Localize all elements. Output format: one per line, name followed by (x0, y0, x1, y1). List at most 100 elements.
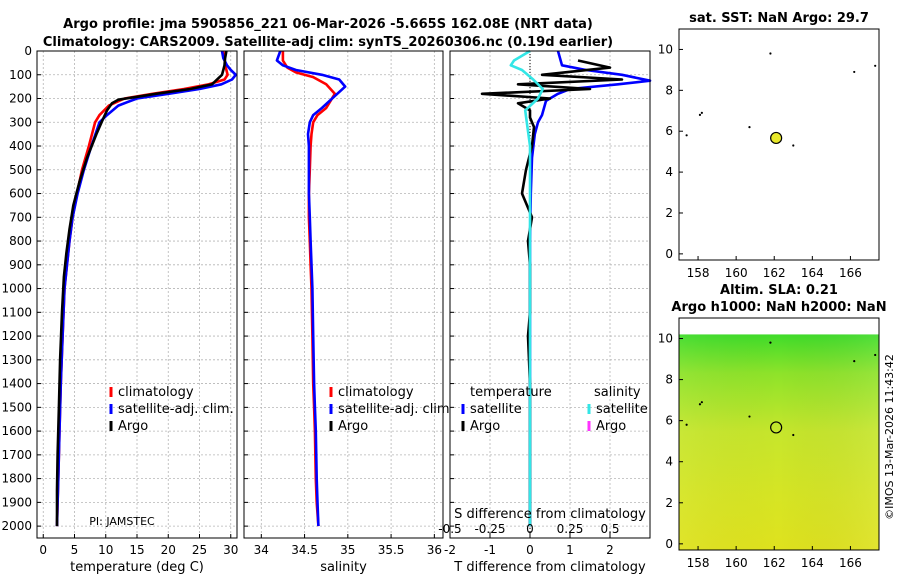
x-axis-label: temperature (deg C) (70, 560, 204, 575)
temperature-0-legend-label: climatology (118, 385, 194, 400)
y-tick-label: 600 (9, 187, 32, 201)
island-dot (700, 111, 703, 114)
x-tick-label: 34.5 (291, 543, 318, 557)
y-tick-label: 4 (665, 455, 673, 469)
x-tick-label: 10 (98, 543, 113, 557)
argo-line (55, 50, 228, 527)
S-satellite-diff-line (509, 49, 545, 527)
island-dot (700, 401, 703, 404)
x-tick-label: -1 (484, 543, 496, 557)
diff-T-0-legend-label: satellite (470, 402, 522, 417)
x-tick-label-salinity: 0 (526, 522, 534, 536)
x-tick-label-salinity: -0.5 (438, 522, 461, 536)
y-tick-label: 400 (9, 139, 32, 153)
x-tick-label: 158 (687, 266, 710, 280)
y-tick-label: 1200 (1, 329, 32, 343)
y-tick-label: 900 (9, 258, 32, 272)
map-frame (678, 28, 880, 261)
y-tick-label: 6 (665, 124, 673, 138)
figure-title-line-1: Argo profile: jma 5905856_221 06-Mar-202… (63, 17, 593, 32)
sla-map-title-line-1: Altim. SLA: 0.21 (720, 283, 838, 298)
plot-frame (36, 50, 238, 539)
y-tick-label: 8 (665, 373, 673, 387)
y-tick-label: 8 (665, 83, 673, 97)
island-dot (769, 52, 772, 55)
island-dot (748, 126, 751, 129)
map-frame (678, 317, 880, 551)
profile-position-marker (770, 421, 783, 434)
y-tick-label: 500 (9, 163, 32, 177)
x-tick-label: 30 (223, 543, 238, 557)
y-tick-label: 1500 (1, 400, 32, 414)
island-dot (874, 64, 877, 67)
x-tick-label: 164 (801, 556, 824, 570)
y-tick-label: 1000 (1, 282, 32, 296)
salinity-0-legend-label: climatology (338, 385, 414, 400)
y-tick-label: 1600 (1, 424, 32, 438)
salinity-2-legend-label: Argo (338, 419, 368, 434)
salinity-panel: 34 34.5 35 35.5 36 salinity climatology satelli… (243, 50, 454, 575)
satellite-adj-clim-line (275, 50, 347, 527)
x-tick-label-salinity: 0.5 (600, 522, 619, 536)
x-tick-label-salinity: 0.25 (557, 522, 584, 536)
island-dot (698, 403, 702, 406)
x-axis-label-salinity: S difference from climatology (454, 507, 646, 522)
diff-T-1-legend-label: Argo (470, 419, 500, 434)
legend-group-salinity: salinity (594, 385, 641, 400)
x-tick-label: 162 (763, 266, 786, 280)
diff-S-1-legend-label: Argo (596, 419, 626, 434)
y-tick-label: 2000 (1, 519, 32, 533)
x-tick-label: 164 (801, 266, 824, 280)
y-tick-label: 0 (24, 44, 32, 58)
x-tick-label: 160 (725, 556, 748, 570)
x-axis-label: T difference from climatology (453, 560, 646, 575)
temperature-1-legend-label: satellite-adj. clim. (118, 402, 234, 417)
y-tick-label: 1900 (1, 495, 32, 509)
pi-label: PI: JAMSTEC (89, 515, 155, 528)
x-tick-label: 0 (526, 543, 534, 557)
x-tick-label: 0 (39, 543, 47, 557)
x-tick-label: 2 (606, 543, 614, 557)
island-dot (769, 341, 772, 344)
x-axis-label: salinity (320, 560, 367, 575)
y-tick-label: 0 (665, 247, 673, 261)
island-dot (853, 70, 856, 74)
x-tick-label: 35.5 (378, 543, 405, 557)
island-dot (698, 113, 702, 116)
diff-S-0-legend-label: satellite (596, 402, 648, 417)
x-tick-label: 160 (725, 266, 748, 280)
y-tick-label: 6 (665, 414, 673, 428)
island-dot (748, 415, 751, 418)
sla-map-title-line-2: Argo h1000: NaN h2000: NaN (671, 300, 886, 315)
sst-map-panel: 158 160 162 164 166 0 2 4 6 8 10 sat. SST: NaN Argo… (658, 11, 880, 280)
x-tick-label: 35 (340, 543, 355, 557)
x-tick-label: 166 (839, 556, 862, 570)
sla-map-panel: 158 160 162 164 166 0 2 4 6 8 10 Altim. SLA: 0.21 Ar… (658, 283, 887, 570)
imos-timestamp: ©IMOS 13-Mar-2026 11:43:42 (883, 354, 896, 520)
island-dot (874, 353, 877, 357)
island-dot (685, 423, 688, 426)
plot-area (244, 51, 443, 538)
profile-position-marker (770, 131, 783, 145)
x-tick-label: 166 (839, 266, 862, 280)
temperature-2-legend-label: Argo (118, 419, 148, 434)
figure-title-line-2: Climatology: CARS2009. Satellite-adj cli… (43, 35, 613, 50)
plot-area (450, 51, 650, 538)
plot-frame (449, 50, 651, 539)
island-dot (792, 433, 795, 437)
salinity-1-legend-label: satellite-adj. clim. (338, 402, 454, 417)
y-tick-label: 10 (658, 332, 673, 346)
x-tick-label: 158 (687, 556, 710, 570)
y-tick-label: 200 (9, 92, 32, 106)
y-tick-label: 1100 (1, 305, 32, 319)
temperature-panel: 0100200300400500600700800900100011001200… (1, 44, 238, 575)
y-tick-label: 2 (665, 496, 673, 510)
x-tick-label: 5 (71, 543, 79, 557)
island-dot (853, 360, 856, 363)
y-tick-label: 300 (9, 115, 32, 129)
sla-field-shade (679, 334, 879, 550)
y-tick-label: 4 (665, 165, 673, 179)
legend-group-temperature: temperature (470, 385, 552, 400)
plot-frame (243, 50, 444, 539)
